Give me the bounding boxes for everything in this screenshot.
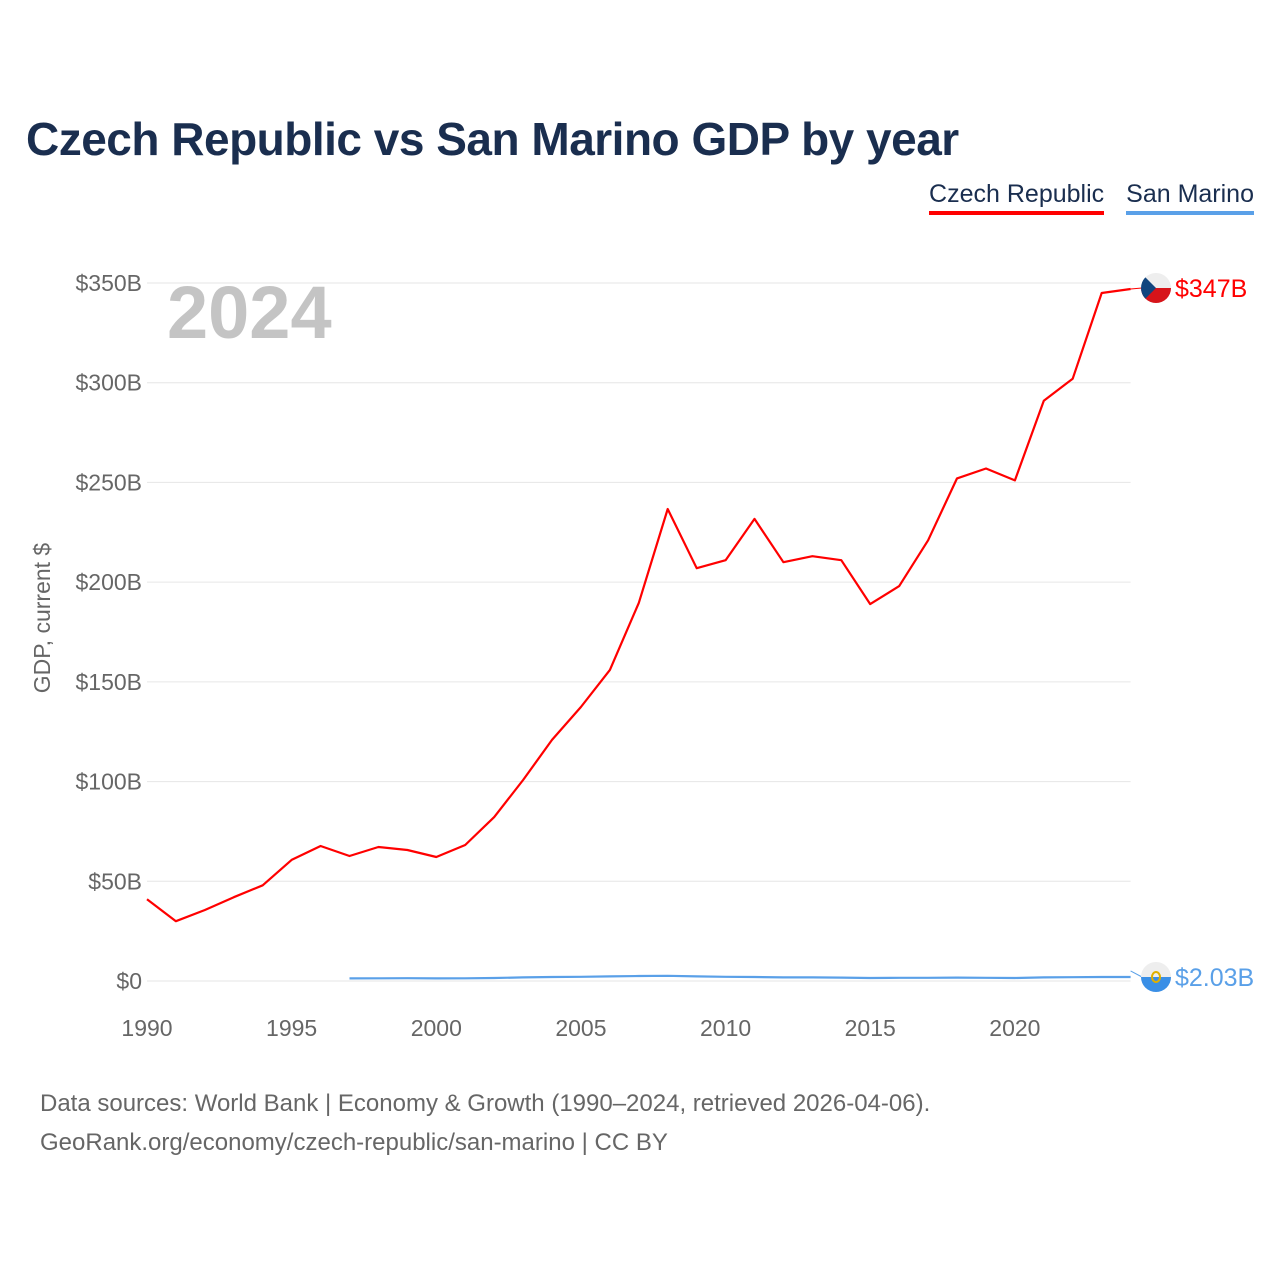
data-point	[405, 848, 409, 852]
data-point	[1042, 399, 1046, 403]
y-tick-label: $350B	[75, 270, 142, 296]
data-point	[261, 883, 265, 887]
data-point	[550, 738, 554, 742]
data-point	[174, 919, 178, 923]
y-tick-label: $300B	[75, 370, 142, 396]
source-line-1: Data sources: World Bank | Economy & Gro…	[40, 1090, 931, 1117]
data-point	[839, 558, 843, 562]
data-point	[463, 976, 467, 980]
y-axis-label: GDP, current $	[29, 543, 55, 694]
data-point	[492, 815, 496, 819]
y-tick-label: $200B	[75, 569, 142, 595]
data-point	[868, 976, 872, 980]
data-point	[608, 974, 612, 978]
label-connector	[1130, 287, 1143, 290]
end-value-label: $347B	[1175, 275, 1247, 303]
data-point	[1129, 975, 1133, 979]
data-point	[695, 566, 699, 570]
data-point	[319, 844, 323, 848]
data-point	[1071, 975, 1075, 979]
data-point	[666, 507, 670, 511]
data-point	[1013, 478, 1017, 482]
data-point	[724, 975, 728, 979]
data-point	[781, 560, 785, 564]
data-point	[1100, 291, 1104, 295]
x-tick-label: 2020	[989, 1015, 1040, 1041]
data-point	[492, 976, 496, 980]
data-point	[608, 668, 612, 672]
czech-flag-triangle	[1141, 277, 1156, 299]
x-tick-label: 1995	[266, 1015, 317, 1041]
y-tick-label: $50B	[88, 868, 142, 894]
data-point	[695, 974, 699, 978]
data-point	[637, 974, 641, 978]
data-point	[955, 476, 959, 480]
data-point	[145, 897, 149, 901]
data-point	[376, 976, 380, 980]
data-point	[724, 558, 728, 562]
series-line-san-marino	[349, 974, 1131, 980]
chart-title: Czech Republic vs San Marino GDP by year	[26, 113, 959, 165]
y-tick-label: $150B	[75, 669, 142, 695]
data-point	[955, 976, 959, 980]
data-point	[463, 843, 467, 847]
data-point	[1042, 975, 1046, 979]
end-value-label: $2.03B	[1175, 964, 1254, 992]
data-point	[753, 975, 757, 979]
x-tick-label: 2005	[555, 1015, 606, 1041]
data-point	[376, 845, 380, 849]
legend: Czech Republic San Marino	[929, 180, 1254, 215]
data-point	[984, 976, 988, 980]
data-point	[1013, 976, 1017, 980]
data-point	[897, 976, 901, 980]
y-tick-label: $100B	[75, 769, 142, 795]
data-point	[579, 975, 583, 979]
data-point	[232, 895, 236, 899]
label-connector	[1130, 970, 1143, 978]
data-point	[897, 584, 901, 588]
data-point	[579, 705, 583, 709]
x-tick-label: 2010	[700, 1015, 751, 1041]
data-point	[984, 466, 988, 470]
y-tick-label: $250B	[75, 469, 142, 495]
data-point	[753, 517, 757, 521]
data-point	[434, 976, 438, 980]
data-point	[810, 554, 814, 558]
data-point	[637, 601, 641, 605]
san-marino-flag-blue	[1141, 977, 1171, 992]
data-point	[1100, 975, 1104, 979]
x-tick-label: 2015	[845, 1015, 896, 1041]
san-marino-coat-of-arms	[1151, 971, 1161, 983]
legend-czech-republic[interactable]: Czech Republic	[929, 180, 1105, 215]
data-point	[348, 976, 352, 980]
data-point	[405, 976, 409, 980]
legend-san-marino[interactable]: San Marino	[1126, 180, 1254, 215]
data-point	[348, 854, 352, 858]
data-point	[868, 602, 872, 606]
data-point	[926, 976, 930, 980]
y-tick-label: $0	[116, 968, 142, 994]
footer-source: Data sources: World Bank | Economy & Gro…	[40, 1084, 930, 1162]
data-point	[203, 908, 207, 912]
data-point	[1071, 377, 1075, 381]
series-line-czech-republic	[146, 287, 1131, 923]
data-point	[810, 975, 814, 979]
year-watermark: 2024	[167, 271, 332, 354]
data-point	[521, 975, 525, 979]
data-point	[666, 974, 670, 978]
data-point	[290, 858, 294, 862]
data-point	[434, 855, 438, 859]
source-line-2[interactable]: GeoRank.org/economy/czech-republic/san-m…	[40, 1129, 668, 1156]
data-point	[781, 975, 785, 979]
data-point	[521, 778, 525, 782]
data-point	[839, 976, 843, 980]
data-point	[926, 538, 930, 542]
data-point	[550, 975, 554, 979]
x-tick-label: 1990	[121, 1015, 172, 1041]
x-tick-label: 2000	[411, 1015, 462, 1041]
